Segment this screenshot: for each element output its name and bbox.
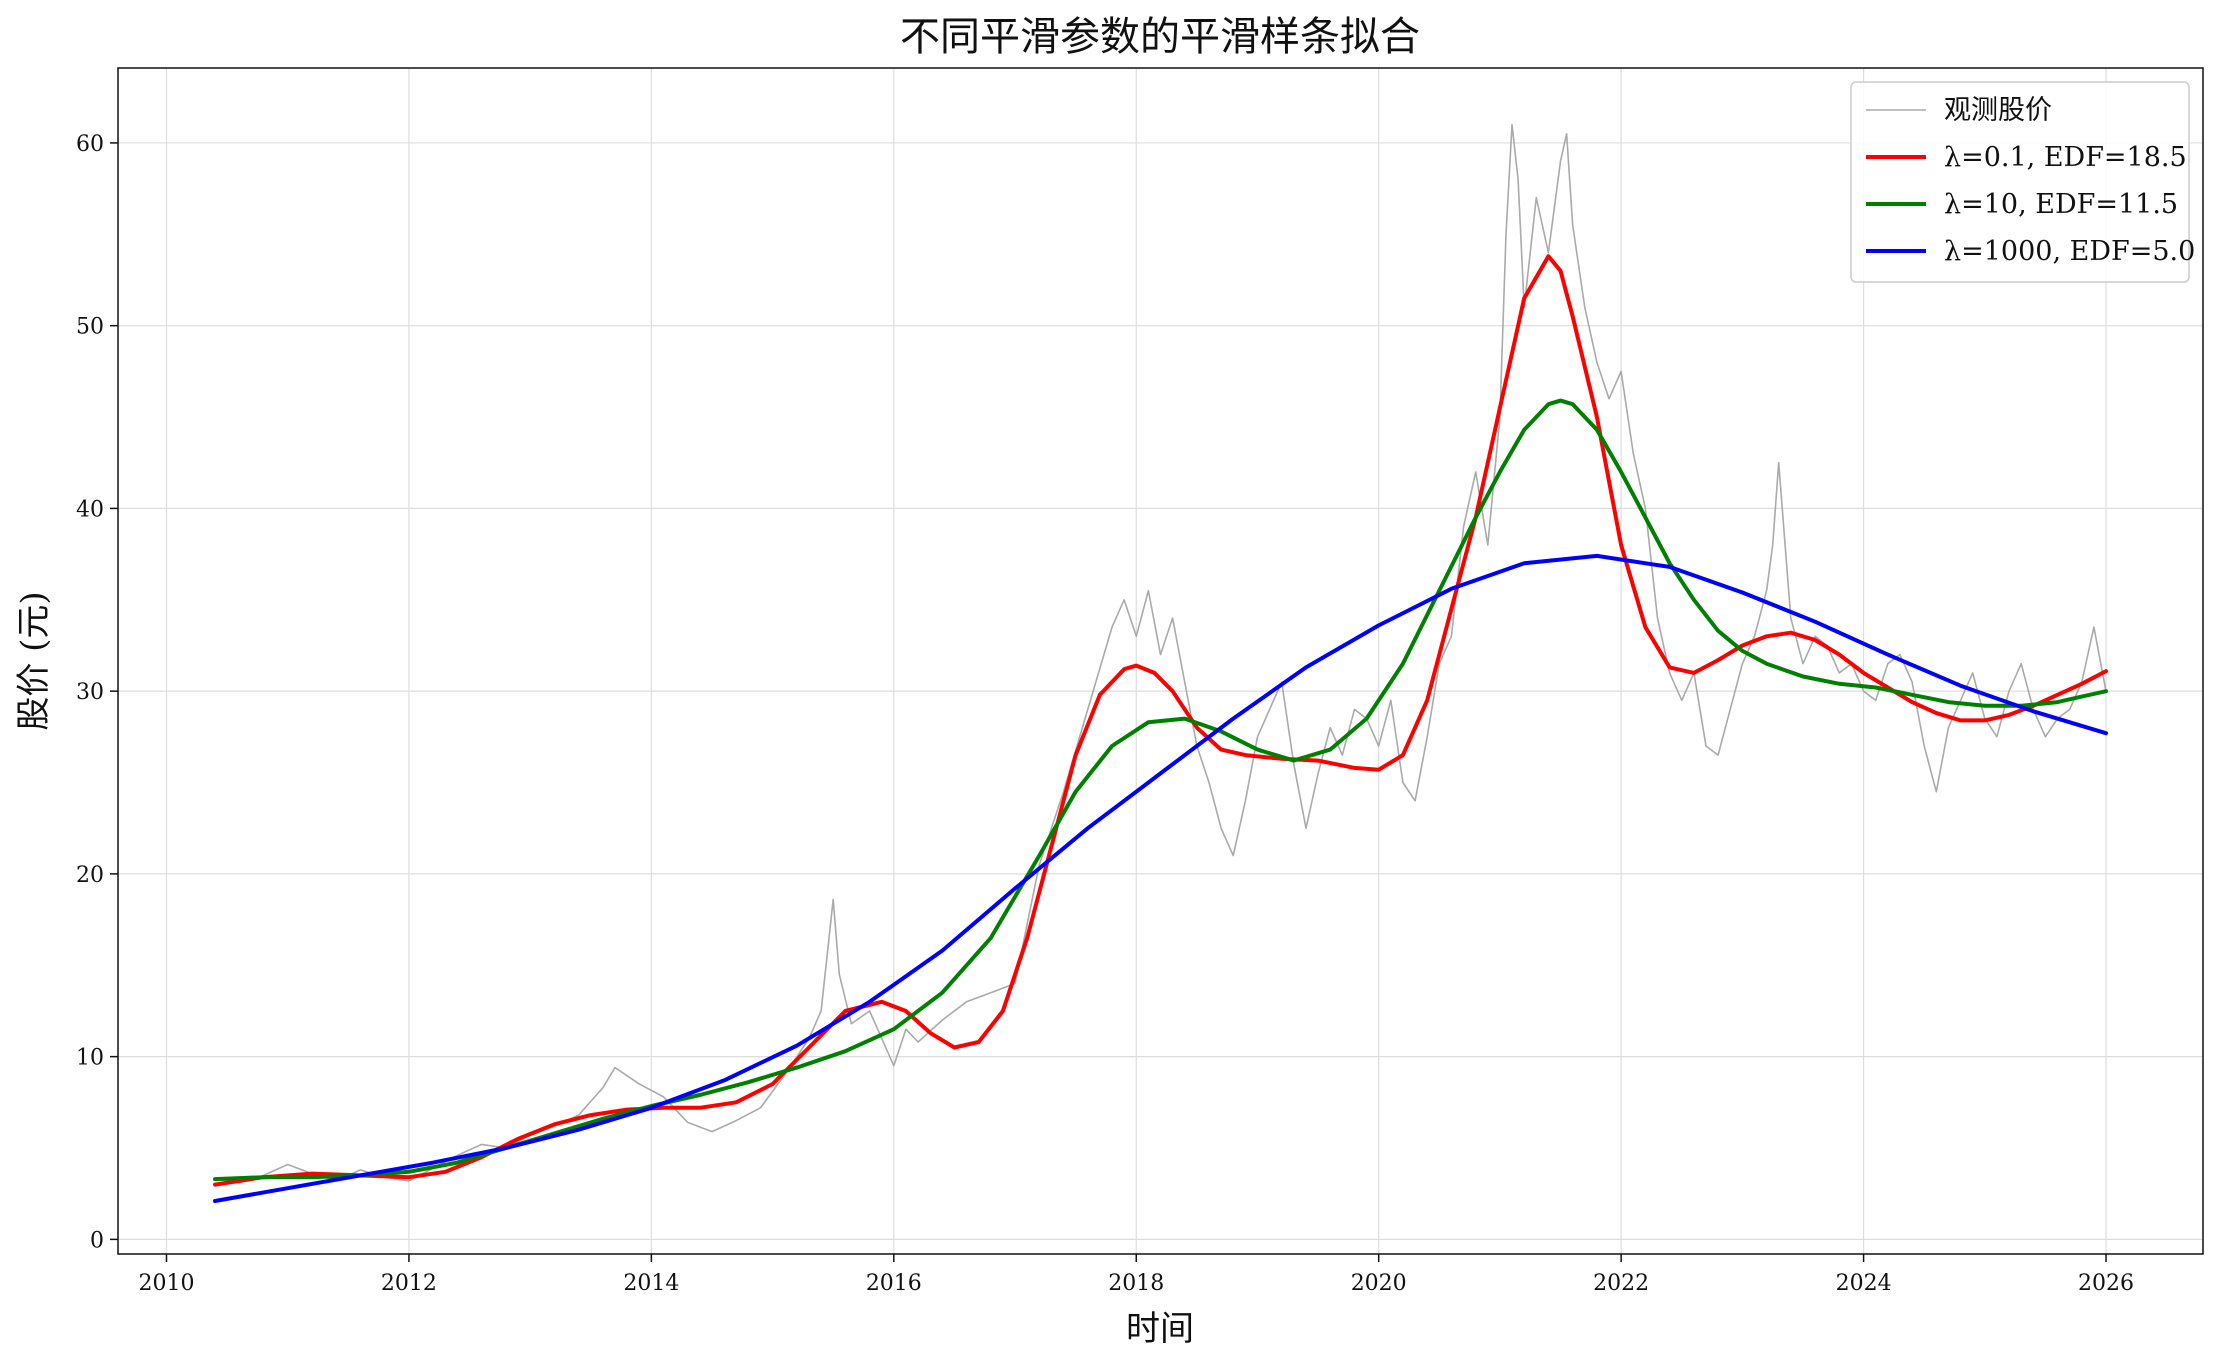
- legend: 观测股价 λ=0.1, EDF=18.5 λ=10, EDF=11.5 λ=1000,…: [1850, 81, 2195, 283]
- plot-frame: [117, 67, 2204, 1255]
- y-tick-label: 50: [76, 315, 104, 340]
- legend-label-3: λ=1000, EDF=5.0: [1944, 236, 2195, 267]
- y-tick-label: 10: [76, 1046, 104, 1071]
- x-tick-label: 2018: [1108, 1271, 1164, 1296]
- x-tick-label: 2010: [138, 1271, 194, 1296]
- y-tick-label: 30: [76, 680, 104, 705]
- legend-box: [1850, 81, 2190, 283]
- x-tick-label: 2012: [381, 1271, 437, 1296]
- x-tick-label: 2014: [623, 1271, 679, 1296]
- chart-title: 不同平滑参数的平滑样条拟合: [900, 14, 1420, 60]
- x-axis-label: 时间: [1126, 1309, 1194, 1349]
- series-line-2: [213, 398, 2108, 1182]
- legend-label-2: λ=10, EDF=11.5: [1944, 189, 2178, 220]
- y-tick-label: 40: [76, 497, 104, 522]
- legend-label-0: 观测股价: [1944, 95, 2052, 126]
- series-lines: [213, 123, 2108, 1203]
- x-tick-label: 2026: [2078, 1271, 2134, 1296]
- x-tick-label: 2016: [866, 1271, 922, 1296]
- x-tick-label: 2020: [1351, 1271, 1407, 1296]
- axis-ticks: 2010 2012 2014 2016 2018 2020 2022 2024 2026 0 10 2…: [76, 132, 2134, 1296]
- y-tick-label: 0: [90, 1228, 104, 1253]
- x-tick-label: 2024: [1836, 1271, 1892, 1296]
- legend-label-1: λ=0.1, EDF=18.5: [1944, 142, 2187, 173]
- series-line-0: [214, 123, 2107, 1184]
- x-tick-label: 2022: [1593, 1271, 1649, 1296]
- y-tick-label: 60: [76, 132, 104, 157]
- series-line-3: [213, 553, 2108, 1203]
- y-tick-label: 20: [76, 863, 104, 888]
- y-axis-label: 股价 (元): [14, 591, 54, 730]
